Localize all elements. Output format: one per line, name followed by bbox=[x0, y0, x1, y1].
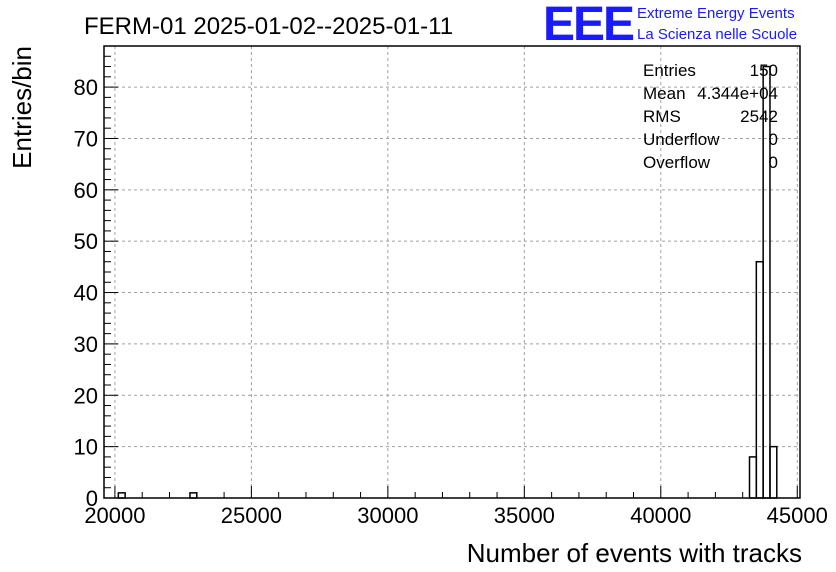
chart-title: FERM-01 2025-01-02--2025-01-11 bbox=[84, 13, 453, 40]
y-tick-label-3: 30 bbox=[74, 332, 98, 357]
y-axis-ticks: 0 10 20 30 40 50 60 70 80 bbox=[74, 45, 118, 511]
x-axis-ticks: 20000 25000 30000 35000 40000 45000 bbox=[84, 486, 828, 528]
stats-label-3: Underflow bbox=[643, 130, 720, 149]
stats-label-0: Entries bbox=[643, 61, 696, 80]
eee-logo-line1: Extreme Energy Events bbox=[637, 5, 795, 22]
stats-label-1: Mean bbox=[643, 84, 686, 103]
plot-frame bbox=[103, 45, 801, 499]
eee-logo-line2: La Scienza nelle Scuole bbox=[637, 26, 797, 43]
histogram-bin-1 bbox=[189, 492, 198, 499]
x-tick-label-5: 45000 bbox=[767, 503, 828, 528]
stats-value-4: 0 bbox=[769, 153, 778, 172]
grid-lines bbox=[104, 46, 800, 498]
x-tick-label-0: 20000 bbox=[84, 503, 145, 528]
y-tick-label-7: 70 bbox=[74, 126, 98, 151]
stats-value-1: 4.344e+04 bbox=[697, 84, 778, 103]
x-axis-label: Number of events with tracks bbox=[467, 538, 802, 568]
y-tick-label-0: 0 bbox=[86, 486, 98, 511]
y-tick-label-8: 80 bbox=[74, 75, 98, 100]
x-tick-label-2: 30000 bbox=[357, 503, 418, 528]
eee-logo-mark: EEE bbox=[543, 0, 634, 51]
histogram-bin-2 bbox=[748, 456, 758, 499]
histogram-bin-5 bbox=[769, 445, 778, 499]
histogram-bin-3 bbox=[755, 260, 764, 499]
x-tick-label-3: 35000 bbox=[494, 503, 555, 528]
stats-label-2: RMS bbox=[643, 107, 681, 126]
y-tick-label-4: 40 bbox=[74, 281, 98, 306]
x-tick-label-1: 25000 bbox=[221, 503, 282, 528]
histogram-bin-0 bbox=[117, 492, 126, 499]
y-tick-label-5: 50 bbox=[74, 229, 98, 254]
stats-value-2: 2542 bbox=[740, 107, 778, 126]
y-tick-label-6: 60 bbox=[74, 178, 98, 203]
y-tick-label-1: 10 bbox=[74, 435, 98, 460]
eee-logo: EEE Extreme Energy Events La Scienza nel… bbox=[543, 0, 797, 51]
stats-label-4: Overflow bbox=[643, 153, 711, 172]
x-tick-label-4: 40000 bbox=[630, 503, 691, 528]
stats-box: Entries 150 Mean 4.344e+04 RMS 2542 Underflow 0… bbox=[643, 61, 778, 172]
stats-value-3: 0 bbox=[769, 130, 778, 149]
stats-value-0: 150 bbox=[750, 61, 778, 80]
y-axis-label: Entries/bin bbox=[7, 46, 37, 169]
y-tick-label-2: 20 bbox=[74, 383, 98, 408]
